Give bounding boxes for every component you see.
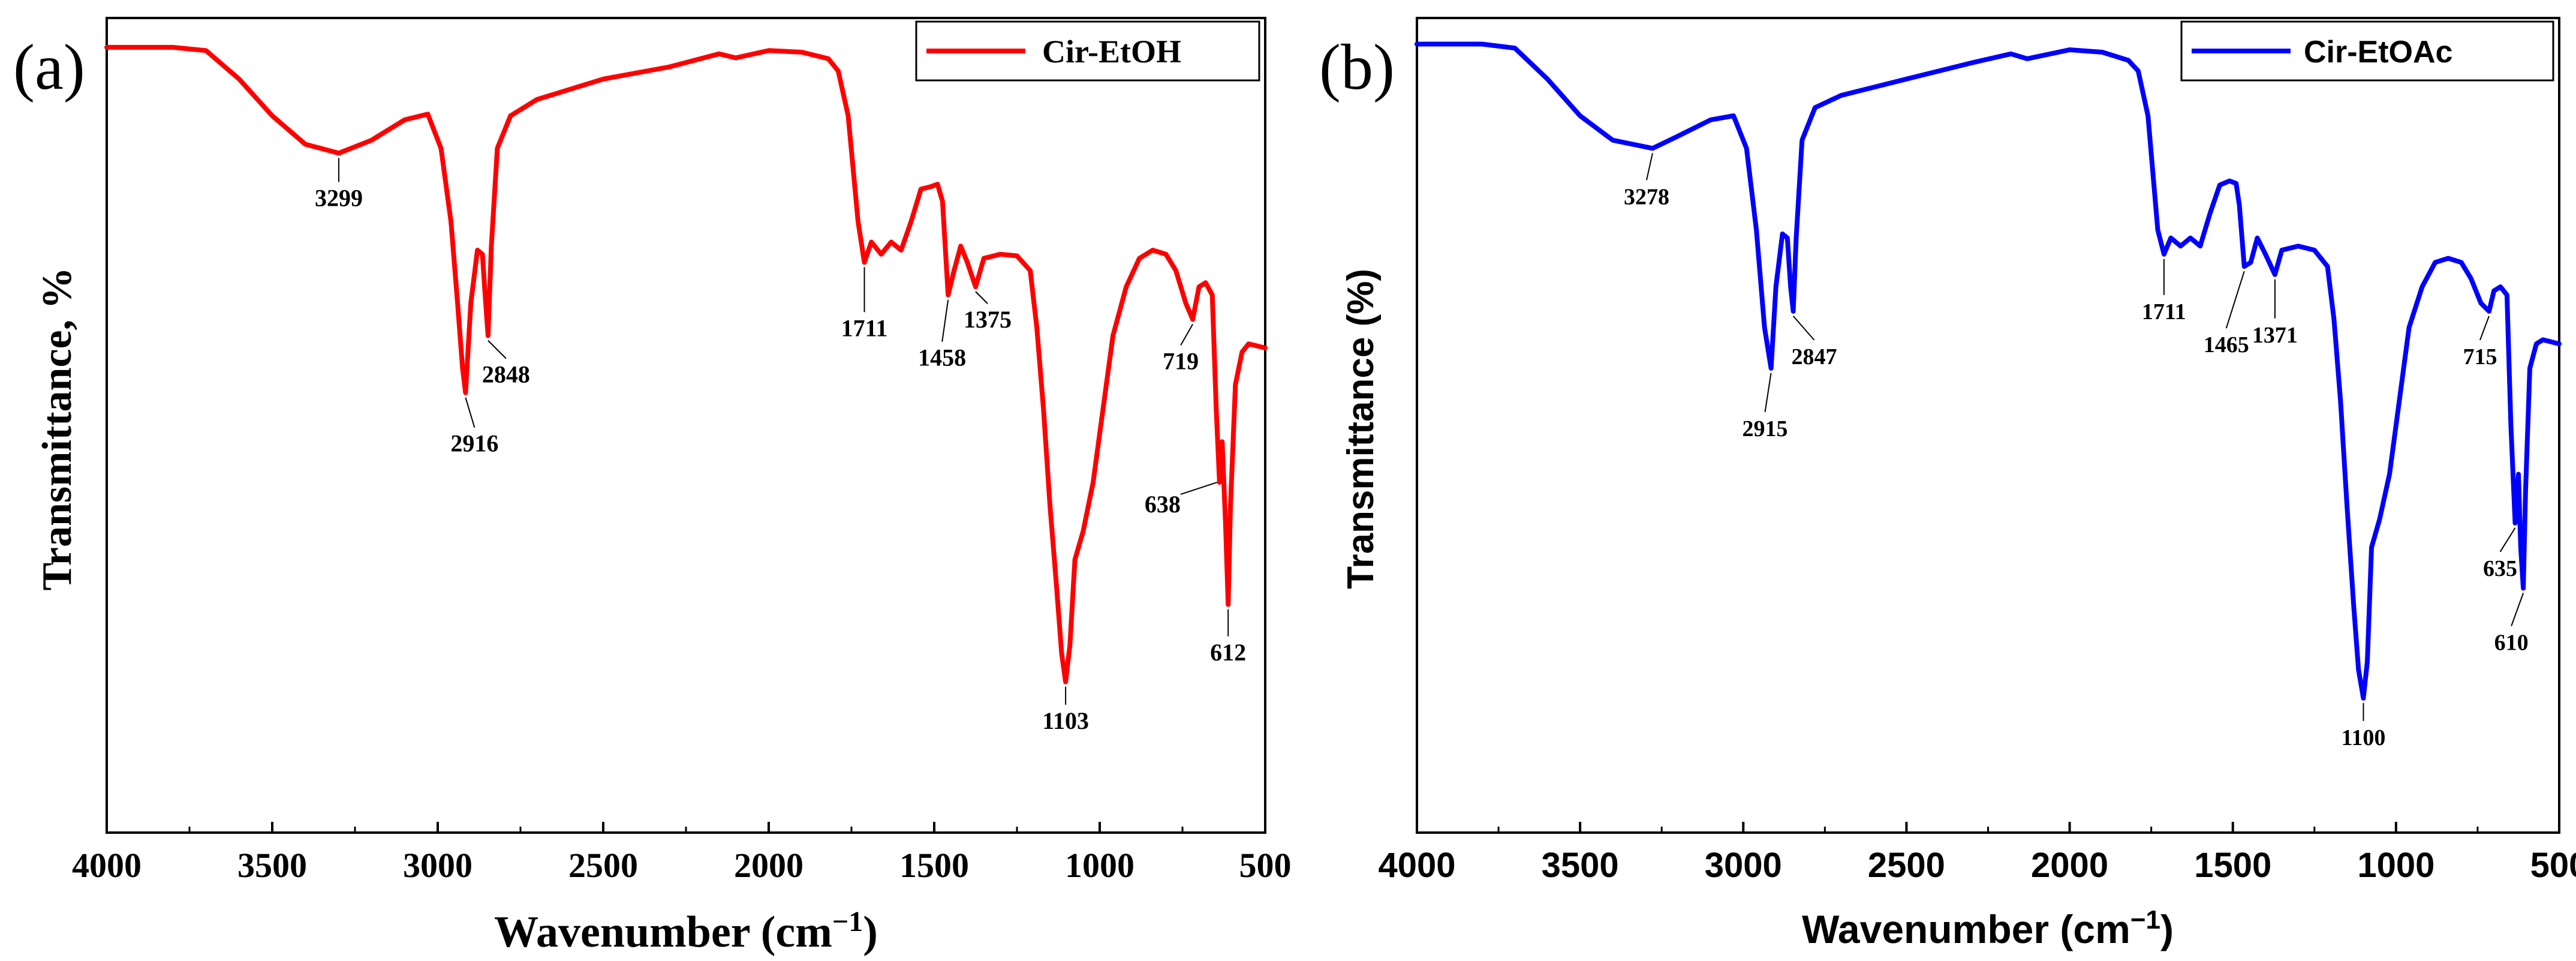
panel-b-legend-label: Cir-EtOAc	[2304, 35, 2452, 70]
peak-label-715: 715	[2463, 344, 2497, 370]
peak-label-719: 719	[1163, 347, 1199, 374]
panel-a-y-axis-label: Transmittance, %	[34, 267, 80, 590]
panel-a-series	[104, 44, 1268, 684]
panel-a-x-axis-label-text: Wavenumber (cm	[494, 908, 832, 957]
tick-label-3000: 3000	[1705, 846, 1782, 885]
peak-leader-719	[1180, 323, 1193, 346]
peak-label-1458: 1458	[918, 344, 966, 371]
peak-label-1371: 1371	[2252, 323, 2298, 348]
peak-label-1375: 1375	[964, 306, 1012, 333]
peak-label-638: 638	[1145, 491, 1181, 518]
panel-a-annotations: 3299 2916 2848 1711 1458 1375 719 638 612 1103	[315, 158, 1246, 734]
peak-label-1711: 1711	[841, 314, 888, 341]
panel-b-legend: Cir-EtOAc	[2180, 20, 2554, 82]
peak-label-612: 612	[1210, 639, 1246, 666]
peak-leader-635	[2499, 527, 2516, 552]
peak-leader-715	[2479, 316, 2490, 341]
panel-b-plot-frame	[1416, 17, 2560, 834]
peak-leader-3278	[1645, 153, 1653, 181]
tick-label-2500: 2500	[1868, 846, 1945, 885]
panel-b: (b) 4000 3500 3000 2500 2000 1500 1000 500 3278…	[1319, 17, 2576, 951]
panel-b-series	[1415, 41, 2562, 701]
tick-label-1000: 1000	[1065, 846, 1134, 885]
panel-a-x-axis-label-exponent: −1	[832, 906, 863, 938]
tick-label-3500: 3500	[1542, 846, 1619, 885]
panel-b-y-axis-label: Transmittance (%)	[1340, 269, 1382, 589]
panel-b-x-axis-label-close: )	[2160, 907, 2174, 951]
peak-leader-2915	[1764, 373, 1772, 413]
tick-label-4000: 4000	[1378, 846, 1455, 885]
tick-label-2500: 2500	[568, 846, 638, 885]
panel-a-legend: Cir-EtOH	[915, 20, 1260, 82]
peak-leader-2916	[465, 397, 476, 428]
peak-label-2847: 2847	[1792, 344, 1837, 370]
tick-label-1500: 1500	[2194, 846, 2271, 885]
tick-label-1500: 1500	[899, 846, 969, 885]
peak-leader-638	[1180, 482, 1218, 495]
tick-label-3000: 3000	[403, 846, 473, 885]
tick-label-500: 500	[1239, 846, 1292, 885]
panel-b-annotations: 3278 2915 2847 1711 1465 1371 715 635 610 1100	[1624, 153, 2529, 750]
peak-label-2915: 2915	[1743, 416, 1788, 442]
peak-label-3299: 3299	[315, 184, 363, 211]
panel-a-legend-label: Cir-EtOH	[1042, 34, 1181, 70]
peak-label-2916: 2916	[450, 430, 498, 457]
peak-label-3278: 3278	[1624, 184, 1669, 209]
tick-label-4000: 4000	[72, 846, 142, 885]
tick-label-1000: 1000	[2357, 846, 2434, 885]
peak-label-2848: 2848	[482, 361, 530, 388]
panel-a: (a) 4000 3500 3000 2500 2000 1500 1000 500 3299…	[13, 17, 1292, 957]
series-line-cir-etoac	[1415, 41, 2562, 701]
panel-a-x-axis-label-close: )	[863, 908, 878, 957]
panel-a-plot-frame	[106, 17, 1266, 834]
peak-label-1100: 1100	[2341, 725, 2385, 750]
panel-a-x-axis-label: Wavenumber (cm−1)	[494, 906, 878, 957]
peak-leader-1458	[941, 299, 949, 342]
peak-label-1711: 1711	[2142, 299, 2186, 325]
tick-label-2000: 2000	[734, 846, 804, 885]
tick-label-2000: 2000	[2031, 846, 2108, 885]
peak-leader-2848	[487, 340, 507, 359]
panel-a-x-ticks: 4000 3500 3000 2500 2000 1500 1000 500	[72, 822, 1292, 885]
peak-label-1465: 1465	[2204, 332, 2249, 358]
panel-a-letter: (a)	[13, 32, 85, 103]
peak-leader-1465	[2225, 271, 2245, 329]
tick-label-3500: 3500	[237, 846, 307, 885]
panel-b-x-axis-label-exponent: −1	[2130, 905, 2160, 935]
tick-label-500: 500	[2530, 846, 2576, 885]
panel-b-x-axis-label-text: Wavenumber (cm	[1802, 907, 2130, 951]
peak-leader-610	[2511, 593, 2524, 626]
panel-b-x-axis-label: Wavenumber (cm−1)	[1802, 905, 2174, 951]
peak-label-610: 610	[2494, 630, 2529, 656]
panel-b-x-ticks: 4000 3500 3000 2500 2000 1500 1000 500	[1378, 822, 2576, 885]
peak-leader-1375	[975, 291, 988, 304]
series-line-cir-etoh	[104, 44, 1268, 684]
peak-label-635: 635	[2483, 556, 2517, 581]
panel-b-letter: (b)	[1319, 32, 1395, 103]
peak-leader-2847	[1792, 316, 1815, 341]
peak-label-1103: 1103	[1042, 707, 1089, 734]
